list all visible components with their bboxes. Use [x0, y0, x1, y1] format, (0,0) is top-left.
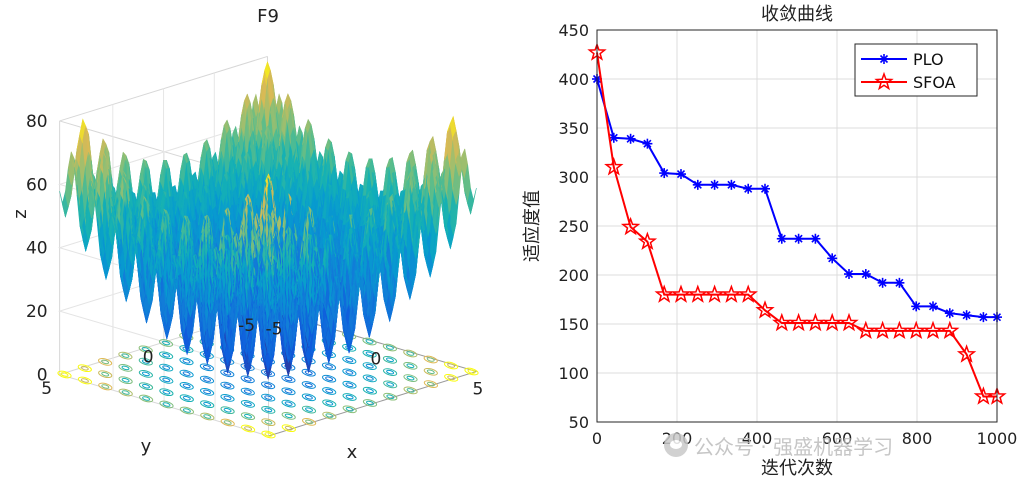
data-point-plo [676, 169, 686, 179]
y-tick-label: 50 [569, 413, 589, 432]
surface-y-label: y [141, 436, 152, 457]
y-tick-label: -5 [238, 316, 255, 336]
y-tick-label: 250 [558, 217, 589, 236]
data-point-plo [710, 180, 720, 190]
data-point-plo [844, 269, 854, 279]
data-point-plo [794, 234, 804, 244]
convergence-plot-panel: 0200400600800100050100150200250300350400… [510, 0, 1024, 486]
watermark-text: 公众号 · 强盛机器学习 [694, 431, 893, 460]
data-point-plo [827, 253, 837, 263]
y-tick-label: 400 [558, 70, 589, 89]
z-tick-label: 80 [26, 112, 48, 132]
data-point-plo [693, 180, 703, 190]
data-point-plo [642, 139, 652, 149]
y-tick-label: 350 [558, 119, 589, 138]
y-tick-label: 5 [41, 379, 52, 399]
x-tick-label: 0 [592, 429, 602, 448]
series-plo [592, 74, 1002, 322]
x-tick-label: 1000 [977, 429, 1018, 448]
plot-series [589, 45, 1004, 404]
z-tick-label: 60 [26, 175, 48, 195]
data-point-plo [945, 308, 955, 318]
x-tick-label: 800 [902, 429, 933, 448]
series-line-sfoa [597, 53, 997, 397]
series-sfoa [589, 45, 1004, 404]
z-tick-label: 40 [26, 239, 48, 259]
y-tick-label: 0 [143, 347, 154, 367]
data-point-plo [928, 301, 938, 311]
data-point-plo [861, 269, 871, 279]
y-tick-label: 150 [558, 315, 589, 334]
convergence-y-label: 适应度值 [522, 190, 543, 262]
x-tick-label: 5 [473, 380, 484, 400]
z-tick-label: 20 [26, 302, 48, 322]
wechat-icon [664, 433, 688, 457]
x-tick-label: 0 [371, 350, 382, 370]
watermark: 公众号 · 强盛机器学习 [664, 430, 893, 460]
convergence-plot: 0200400600800100050100150200250300350400… [510, 0, 1024, 486]
y-tick-label: 300 [558, 168, 589, 187]
convergence-x-label: 迭代次数 [761, 458, 833, 479]
y-tick-label: 100 [558, 364, 589, 383]
legend-label: PLO [913, 50, 944, 69]
data-point-plo [962, 310, 972, 320]
x-tick-label: -5 [265, 320, 282, 340]
data-point-plo [743, 184, 753, 194]
legend-marker [879, 54, 889, 64]
data-point-plo [726, 180, 736, 190]
series-line-plo [597, 79, 997, 317]
data-point-plo [760, 184, 770, 194]
legend: PLO SFOA [855, 44, 977, 96]
convergence-title: 收敛曲线 [761, 4, 833, 25]
data-point-plo [626, 134, 636, 144]
data-point-plo [777, 234, 787, 244]
y-tick-label: 200 [558, 266, 589, 285]
data-point-plo [978, 312, 988, 322]
data-point-plo [911, 301, 921, 311]
surface-title: F9 [257, 6, 279, 27]
legend-label: SFOA [913, 73, 956, 92]
y-tick-label: 450 [558, 21, 589, 40]
data-point-plo [878, 278, 888, 288]
surface-z-label: z [10, 209, 31, 218]
surface-x-label: x [347, 442, 358, 463]
